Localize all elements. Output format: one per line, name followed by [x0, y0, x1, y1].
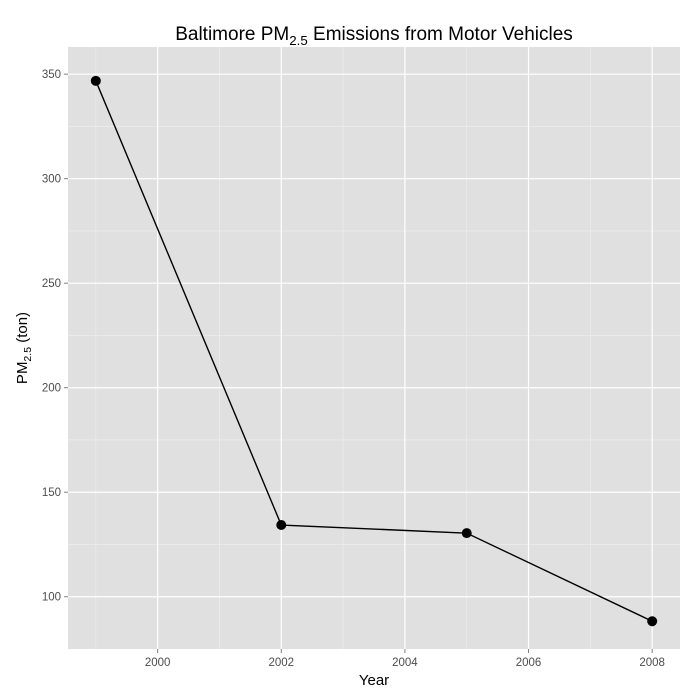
y-axis-title-suffix: (ton): [14, 312, 31, 347]
x-tick-label: 2006: [516, 657, 542, 669]
minor-gridlines: [68, 47, 680, 649]
x-axis: 2000 2002 2004 2006 2008: [145, 649, 665, 669]
x-tick-label: 2000: [145, 657, 171, 669]
y-axis-title-prefix: PM: [14, 362, 31, 385]
y-tick-label: 250: [42, 278, 61, 290]
y-tick-label: 300: [42, 174, 61, 186]
y-tick-label: 150: [42, 487, 61, 499]
x-tick-label: 2002: [268, 657, 294, 669]
data-point: [276, 520, 287, 531]
y-axis-title-subscript: 2.5: [22, 347, 34, 362]
data-point: [647, 616, 658, 627]
major-gridlines: [68, 47, 680, 649]
data-point: [461, 528, 472, 539]
series-points: [90, 75, 658, 627]
x-axis-title: Year: [359, 672, 389, 689]
plot-panel: [68, 47, 680, 649]
y-tick-label: 350: [42, 69, 61, 81]
series-line: [95, 80, 653, 622]
chart-title-prefix: Baltimore PM: [175, 24, 289, 45]
data-point: [90, 75, 101, 86]
x-tick-label: 2008: [639, 657, 665, 669]
y-axis-title: PM2.5 (ton): [14, 312, 34, 384]
panel-background: [68, 47, 680, 649]
y-tick-label: 100: [42, 592, 61, 604]
series-lines: [95, 80, 653, 622]
chart-title: Baltimore PM2.5 Emissions from Motor Veh…: [175, 24, 573, 48]
x-tick-label: 2004: [392, 657, 418, 669]
chart-title-suffix: Emissions from Motor Vehicles: [308, 24, 573, 45]
chart-title-subscript: 2.5: [289, 33, 308, 48]
y-axis: 100 150 200 250 300 350: [42, 69, 68, 604]
y-tick-label: 200: [42, 383, 61, 395]
